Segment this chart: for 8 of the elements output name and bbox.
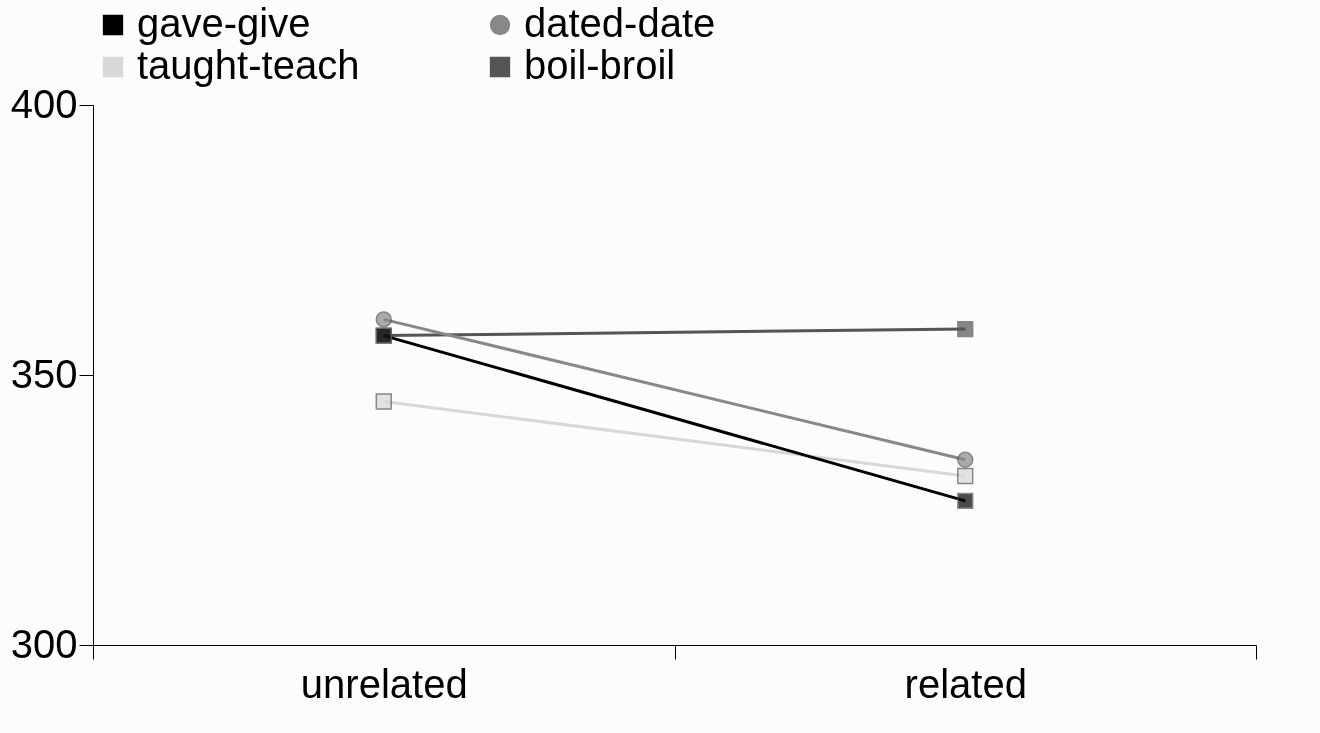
- legend-label: dated-date: [524, 1, 716, 45]
- x-tick-label: unrelated: [300, 661, 468, 706]
- legend-label: gave-give: [137, 1, 311, 45]
- y-tick-label: 300: [10, 621, 78, 666]
- legend-label: boil-broil: [524, 43, 676, 87]
- y-tick-label: 400: [10, 81, 78, 126]
- y-tick-label: 350: [10, 351, 78, 396]
- x-tick-label: related: [904, 661, 1027, 706]
